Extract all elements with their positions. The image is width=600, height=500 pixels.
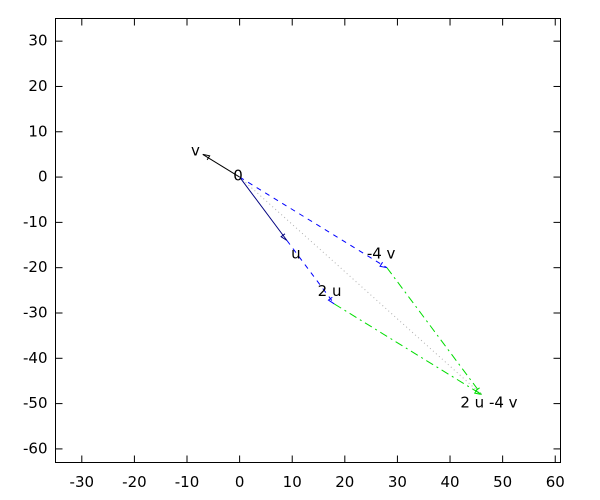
vector-segment — [239, 176, 482, 395]
x-tick-label: -10 — [175, 473, 200, 491]
x-tick-label: 0 — [235, 473, 245, 491]
annotation: 0 — [233, 167, 243, 185]
y-tick-label: 10 — [28, 122, 47, 140]
annotation: 2 u — [318, 282, 342, 300]
y-tick-label: 30 — [28, 32, 47, 50]
y-tick-label: -50 — [23, 394, 48, 412]
vector-segment — [239, 176, 388, 269]
x-tick-label: 40 — [440, 473, 459, 491]
x-tick-label: 60 — [546, 473, 565, 491]
y-tick-label: -20 — [23, 258, 48, 276]
vector-segment — [286, 240, 335, 305]
y-tick-label: -40 — [23, 349, 48, 367]
arrowhead — [379, 261, 388, 269]
x-tick-label: 10 — [283, 473, 302, 491]
arrowhead — [280, 233, 288, 241]
arrowhead — [202, 153, 211, 161]
y-tick-label: 20 — [28, 77, 47, 95]
annotation: v — [191, 141, 200, 159]
y-tick-label: -30 — [23, 303, 48, 321]
annotation: u — [291, 245, 301, 263]
vector-segment — [334, 303, 482, 395]
vector-segment — [239, 176, 288, 241]
annotation: -4 v — [367, 245, 396, 263]
annotation: 2 u -4 v — [460, 394, 517, 412]
y-tick-label: -60 — [23, 439, 48, 457]
x-tick-label: 30 — [388, 473, 407, 491]
y-tick-label: -10 — [23, 213, 48, 231]
x-tick-label: -30 — [70, 473, 95, 491]
plot-frame — [55, 18, 561, 463]
arrowhead — [473, 388, 482, 396]
x-tick-label: 20 — [335, 473, 354, 491]
x-tick-label: -20 — [122, 473, 147, 491]
x-tick-label: 50 — [493, 473, 512, 491]
vector-segment — [202, 153, 240, 178]
vector-segment — [386, 267, 482, 395]
arrowhead — [327, 296, 335, 305]
y-tick-label: 0 — [38, 168, 48, 186]
